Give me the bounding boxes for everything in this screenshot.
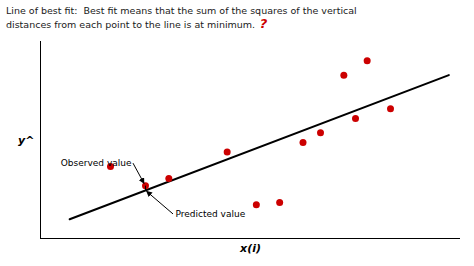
html-text:Line of best fit: Best fit mea: Line of best fit: Best fit means that th… [6, 5, 357, 16]
svg-text:x(i): x(i) [239, 242, 261, 255]
svg-text:Observed value: Observed value [61, 158, 132, 168]
html-text:distances from each point to t: distances from each point to the line is… [6, 16, 268, 31]
svg-text:y^: y^ [18, 134, 34, 147]
svg-text:Predicted value: Predicted value [176, 209, 246, 219]
